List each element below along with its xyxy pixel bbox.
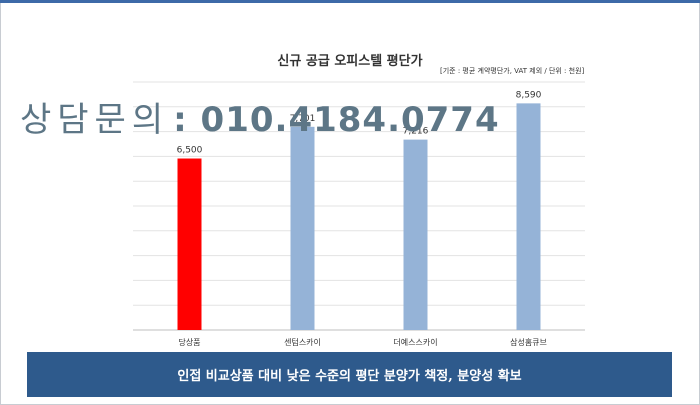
summary-banner: 인접 비교상품 대비 낮은 수준의 평단 분양가 책정, 분양성 확보 xyxy=(27,352,672,397)
bar-2 xyxy=(403,139,428,330)
contact-watermark: 상담문의 : 010.4184.0774 xyxy=(20,92,500,141)
chart-note: [기준 : 평균 계약평단가, VAT 제외 / 단위 : 천원] xyxy=(440,67,585,75)
data-label-0: 6,500 xyxy=(177,146,203,156)
top-accent-rule xyxy=(0,0,700,3)
data-label-3: 8,590 xyxy=(516,90,542,100)
data-label-2: 7,216 xyxy=(403,127,429,137)
bar-3 xyxy=(516,103,541,331)
bar-1 xyxy=(290,126,315,331)
category-label-1: 센텀스카이 xyxy=(284,337,321,347)
summary-banner-text: 인접 비교상품 대비 낮은 수준의 평단 분양가 책정, 분양성 확보 xyxy=(177,369,522,384)
category-label-0: 당상품 xyxy=(178,337,200,347)
contact-number: : 010.4184.0774 xyxy=(173,100,500,140)
chart-title: 신규 공급 오피스텔 평단가 xyxy=(277,54,423,69)
category-label-3: 삼성홈큐브 xyxy=(510,337,547,347)
contact-label: 상담문의 xyxy=(20,100,170,140)
data-label-1: 7,701 xyxy=(290,114,316,124)
category-label-2: 더예스스카이 xyxy=(393,337,437,347)
bar-0 xyxy=(177,158,202,330)
